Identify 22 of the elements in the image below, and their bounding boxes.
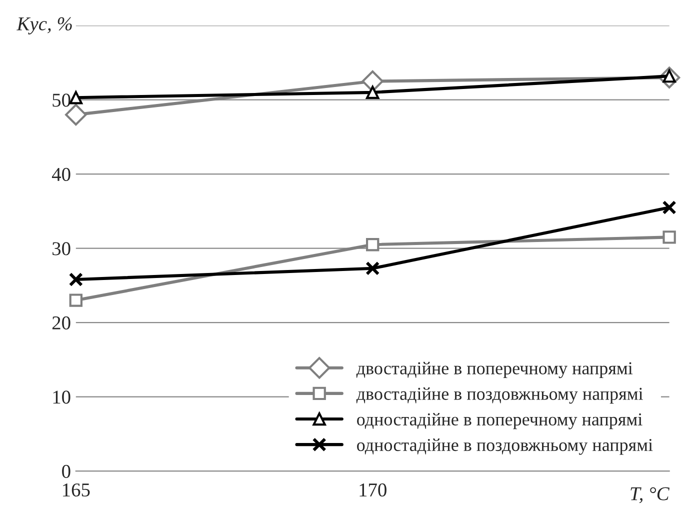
y-axis-title: Kус, % [16, 17, 72, 34]
point [662, 200, 676, 215]
x-tick-label: 170 [360, 483, 386, 497]
y-tick-label: 10 [53, 390, 70, 404]
point [366, 86, 380, 100]
point [68, 272, 83, 287]
legend-label: одностадійне в поперечному напрямі [357, 412, 642, 430]
legend-label: двостадійне в поздовжньому напрямі [356, 387, 643, 404]
point [366, 238, 380, 252]
y-tick-label: 40 [52, 168, 70, 182]
y-tick-label: 0 [62, 464, 70, 478]
y-tick-label: 20 [52, 316, 70, 330]
y-tick-label: 50 [52, 94, 70, 107]
x-tick-label: 165 [63, 483, 90, 497]
point [662, 230, 676, 244]
point [69, 91, 82, 104]
legend-label: двостадійне в поперечному напрямі [356, 362, 633, 378]
x-axis-title: T, °C [630, 487, 670, 504]
point [69, 294, 82, 307]
point [366, 261, 380, 276]
y-tick-label: 30 [52, 242, 70, 256]
legend-label: одностадійне в поздовжньому напрямі [357, 438, 653, 455]
